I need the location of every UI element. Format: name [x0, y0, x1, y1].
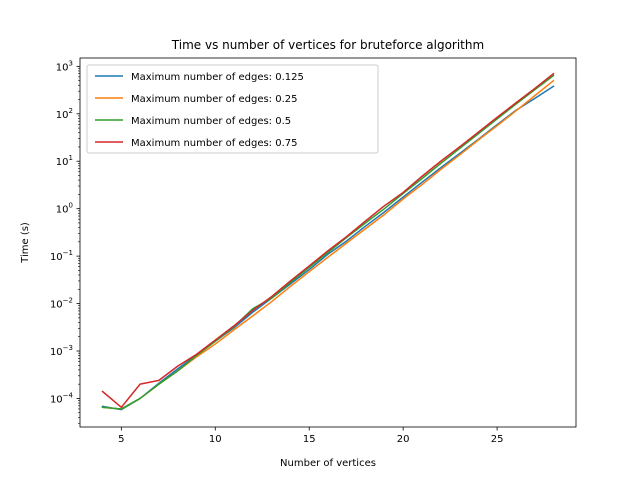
x-tick-label: 10 [209, 434, 222, 445]
y-axis-label: Time (s) [20, 222, 31, 264]
legend-label-3: Maximum number of edges: 0.5 [131, 116, 291, 127]
series-line-3 [101, 74, 555, 410]
legend-label-2: Maximum number of edges: 0.25 [131, 94, 298, 105]
series-line-4 [101, 72, 555, 409]
legend-label-1: Maximum number of edges: 0.125 [131, 72, 304, 83]
plot-frame [79, 57, 577, 428]
chart-title: Time vs number of vertices for bruteforc… [171, 38, 484, 52]
x-tick-label: 20 [397, 434, 410, 445]
series-lines [101, 72, 555, 411]
x-tick-label: 15 [303, 434, 316, 445]
x-axis-label: Number of vertices [280, 458, 376, 469]
legend: Maximum number of edges: 0.125 Maximum nu… [86, 64, 379, 154]
legend-label-4: Maximum number of edges: 0.75 [131, 138, 298, 149]
x-tick-label: 25 [491, 434, 504, 445]
legend-box [86, 64, 379, 154]
x-axis-ticks: 5 10 15 20 25 [118, 427, 503, 445]
x-tick-label: 5 [118, 434, 124, 445]
